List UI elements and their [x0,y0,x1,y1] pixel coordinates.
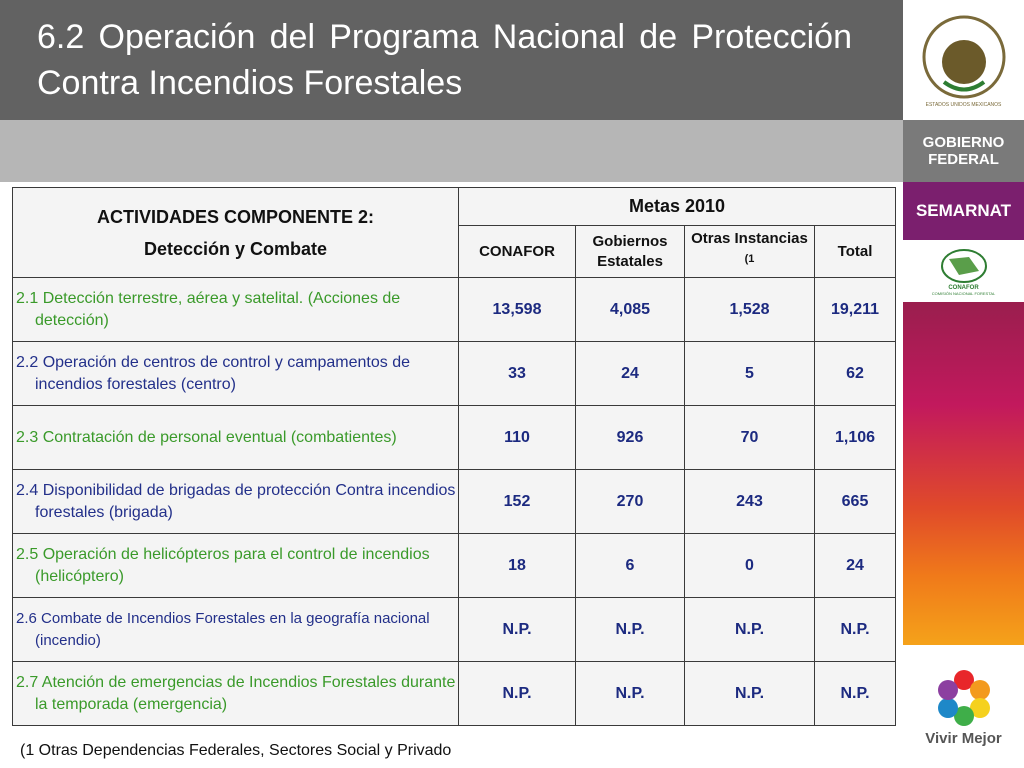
column-header-text: CONAFOR [479,242,555,260]
gobierno-2: FEDERAL [928,151,999,168]
cell: 665 [814,469,896,534]
cell: 5 [684,341,815,406]
cell: 1,106 [814,405,896,470]
header-metas: Metas 2010 [458,187,896,226]
row-label-text: 2.1 Detección terrestre, aérea y satelit… [16,289,401,329]
column-note: (1 [744,253,755,265]
cell: 6 [575,533,685,598]
column-header-text: Gobiernos Estatales [592,232,668,270]
cell: 243 [684,469,815,534]
data-row: 2.1 Detección terrestre, aérea y satelit… [12,277,896,342]
data-row: 2.5 Operación de helicópteros para el co… [12,533,896,598]
cell: 19,211 [814,277,896,342]
cell: N.P. [814,597,896,662]
subheader-row: CONAFOR Gobiernos Estatales Otras Instanci… [13,225,896,278]
row-label-text: 2.7 Atención de emergencias de Incendios… [16,673,456,713]
table: ACTIVIDADES COMPONENTE 2: Detección y Com… [12,187,896,726]
cell: N.P. [684,661,815,726]
cell: N.P. [684,597,815,662]
row-label-text: 2.2 Operación de centros de control y ca… [16,353,410,393]
conafor: CONAFOR [948,284,979,291]
color-band [903,302,1024,645]
column-header: Gobiernos Estatales [575,225,685,278]
cell: 62 [814,341,896,406]
row-label-text: 2.6 Combate de Incendios Forestales en l… [16,609,430,649]
column-header: Otras Instancias (1 [684,225,815,278]
row-label-text: 2.5 Operación de helicópteros para el co… [16,545,430,585]
vivir-box: Vivir Mejor [903,645,1024,768]
sidebar: ESTADOS UNIDOS MEXICANOS GOBIERNO FEDERAL… [903,0,1024,768]
row-label: 2.3 Contratación de personal eventual (c… [12,405,459,470]
cell: N.P. [575,661,685,726]
title-bar: 6.2 Operación del Programa Nacional de P… [0,0,903,120]
row-label-text: 2.3 Contratación de personal eventual (c… [16,428,397,446]
row-label-text: 2.4 Disponibilidad de brigadas de protec… [16,481,456,521]
semarnat: SEMARNAT [903,182,1024,240]
cell: 18 [458,533,576,598]
band [0,120,903,182]
row-label: 2.5 Operación de helicópteros para el co… [12,533,459,598]
data-row: 2.7 Atención de emergencias de Incendios… [12,661,896,726]
data-row: 2.2 Operación de centros de control y ca… [12,341,896,406]
conafor-box: CONAFOR COMISIÓN NACIONAL FORESTAL [903,240,1024,302]
column-header: CONAFOR [458,225,576,278]
footnote: (1 Otras Dependencias Federales, Sectore… [20,742,452,759]
row-label: 2.6 Combate de Incendios Forestales en l… [12,597,459,662]
cell: 13,598 [458,277,576,342]
gobierno-1: GOBIERNO [922,134,1005,151]
column-header: Total [814,225,896,278]
cell: 4,085 [575,277,685,342]
cell: 33 [458,341,576,406]
title: 6.2 Operación del Programa Nacional de P… [37,18,852,102]
header-row: ACTIVIDADES COMPONENTE 2: Detección y Com… [12,187,896,278]
cell: 0 [684,533,815,598]
data-row: 2.6 Combate de Incendios Forestales en l… [12,597,896,662]
cell: 270 [575,469,685,534]
cell: 152 [458,469,576,534]
row-label: 2.1 Detección terrestre, aérea y satelit… [12,277,459,342]
row-label: 2.2 Operación de centros de control y ca… [12,341,459,406]
seal-box: ESTADOS UNIDOS MEXICANOS [903,0,1024,120]
seal [922,15,1005,99]
column-header-text: Total [837,242,873,260]
cell: N.P. [575,597,685,662]
cell: 926 [575,405,685,470]
column-header-text: Otras Instancias [691,230,808,247]
header-activity: ACTIVIDADES COMPONENTE 2: Detección y Com… [12,187,459,278]
vivir-logo [937,670,990,726]
data-row: 2.4 Disponibilidad de brigadas de protec… [12,469,896,534]
cell: N.P. [458,661,576,726]
cell: N.P. [814,661,896,726]
cell: 110 [458,405,576,470]
conafor-full: COMISIÓN NACIONAL FORESTAL [931,290,996,296]
vivir-mejor: Vivir Mejor [925,730,1002,747]
cell: N.P. [458,597,576,662]
header-activity-line: ACTIVIDADES COMPONENTE 2: [96,206,375,227]
gobierno: GOBIERNO FEDERAL [903,120,1024,182]
header-activity-line: Detección y Combate [143,238,328,259]
cell: 24 [814,533,896,598]
cell: 70 [684,405,815,470]
conafor-logo [940,248,987,283]
row-label: 2.4 Disponibilidad de brigadas de protec… [12,469,459,534]
row-label: 2.7 Atención de emergencias de Incendios… [12,661,459,726]
cell: 1,528 [684,277,815,342]
seal-text: ESTADOS UNIDOS MEXICANOS [925,102,1002,108]
data-row: 2.3 Contratación de personal eventual (c… [12,405,896,470]
cell: 24 [575,341,685,406]
